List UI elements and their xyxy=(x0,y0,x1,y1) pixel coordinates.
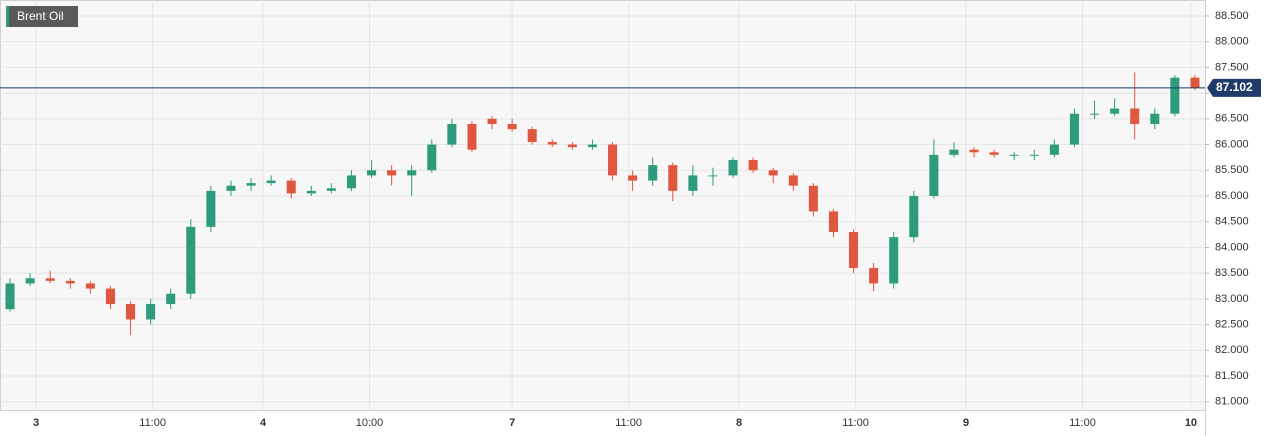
candle-body xyxy=(648,165,658,181)
chart-title: Brent Oil xyxy=(17,9,64,23)
candle-body xyxy=(45,278,55,281)
candle-body xyxy=(186,226,196,294)
candle-body xyxy=(1110,108,1120,114)
candle-body xyxy=(1170,77,1180,114)
candle-body xyxy=(1090,113,1100,115)
title-accent xyxy=(6,6,9,27)
candle-body xyxy=(326,188,336,191)
candle-body xyxy=(487,118,497,124)
candle-body xyxy=(407,170,417,176)
candle-body xyxy=(1029,154,1039,156)
candle-body xyxy=(65,280,75,284)
y-tick-label: 84.000 xyxy=(1215,241,1249,253)
candle-body xyxy=(447,123,457,145)
candle-body xyxy=(1150,113,1160,124)
candle-body xyxy=(547,141,557,145)
x-tick-label: 11:00 xyxy=(842,417,869,429)
candle-body xyxy=(1009,154,1019,156)
y-tick-label: 83.500 xyxy=(1215,267,1249,279)
candle-body xyxy=(85,283,95,289)
candle-body xyxy=(527,129,537,142)
candle-body xyxy=(828,211,838,233)
candle-body xyxy=(748,159,758,171)
candle-body xyxy=(909,195,919,238)
y-tick-label: 87.500 xyxy=(1215,61,1249,73)
y-tick-label: 82.000 xyxy=(1215,344,1249,356)
x-tick-label: 8 xyxy=(736,417,742,429)
y-tick-label: 88.000 xyxy=(1215,36,1249,48)
candle-body xyxy=(688,175,698,191)
candle-body xyxy=(105,288,115,305)
candle-body xyxy=(587,144,597,148)
candle-body xyxy=(788,175,798,186)
candle-body xyxy=(929,154,939,196)
candle-body xyxy=(849,232,859,269)
candle-body xyxy=(808,185,818,212)
candle-body xyxy=(1190,77,1200,88)
candle-body xyxy=(1130,108,1140,124)
y-tick-label: 81.500 xyxy=(1215,370,1249,382)
title-box xyxy=(6,6,78,27)
candle-body xyxy=(146,304,156,320)
last-price-label: 87.102 xyxy=(1216,80,1253,94)
y-tick-label: 86.500 xyxy=(1215,113,1249,125)
x-tick-label: 9 xyxy=(963,417,969,429)
y-tick-label: 85.500 xyxy=(1215,164,1249,176)
y-tick-label: 82.500 xyxy=(1215,319,1249,331)
candle-body xyxy=(708,175,718,177)
candle-body xyxy=(367,170,377,176)
candle-body xyxy=(226,185,236,191)
candle-body xyxy=(668,165,678,191)
candle-body xyxy=(166,293,176,305)
candle-body xyxy=(989,152,999,155)
x-tick-label: 11:00 xyxy=(1069,417,1096,429)
candle-body xyxy=(768,170,778,176)
last-price-pointer xyxy=(1207,78,1261,97)
candle-body xyxy=(507,123,517,130)
candle-body xyxy=(387,170,397,176)
plot-area xyxy=(0,0,1206,411)
candle-body xyxy=(306,190,316,194)
candle-body xyxy=(628,175,638,181)
y-tick-label: 81.000 xyxy=(1215,396,1249,408)
candle-body xyxy=(286,180,296,194)
candle-body xyxy=(206,190,216,227)
candle-body xyxy=(969,149,979,153)
candle-body xyxy=(567,144,577,148)
candle-body xyxy=(949,149,959,155)
candle-body xyxy=(728,159,738,176)
x-tick-label: 10 xyxy=(1185,417,1197,429)
candle-body xyxy=(1069,113,1079,145)
candle-body xyxy=(5,283,15,310)
y-tick-label: 83.000 xyxy=(1215,293,1249,305)
candle-body xyxy=(1049,144,1059,155)
y-tick-label: 84.500 xyxy=(1215,216,1249,228)
candle-body xyxy=(869,268,879,284)
candle-body xyxy=(346,175,356,189)
candle-body xyxy=(246,183,256,186)
candle-body xyxy=(427,144,437,171)
x-tick-label: 11:00 xyxy=(139,417,166,429)
y-tick-label: 85.000 xyxy=(1215,190,1249,202)
candle-body xyxy=(467,123,477,150)
candle-body xyxy=(126,304,136,320)
x-tick-label: 4 xyxy=(260,417,267,429)
y-tick-label: 86.000 xyxy=(1215,138,1249,150)
x-tick-label: 3 xyxy=(33,417,39,429)
candle-body xyxy=(25,278,35,284)
y-tick-label: 88.500 xyxy=(1215,10,1249,22)
candle-body xyxy=(266,180,276,184)
candle-body xyxy=(608,144,618,176)
candle-body xyxy=(889,237,899,284)
x-tick-label: 11:00 xyxy=(615,417,642,429)
x-tick-label: 7 xyxy=(509,417,515,429)
x-tick-label: 10:00 xyxy=(356,417,384,429)
